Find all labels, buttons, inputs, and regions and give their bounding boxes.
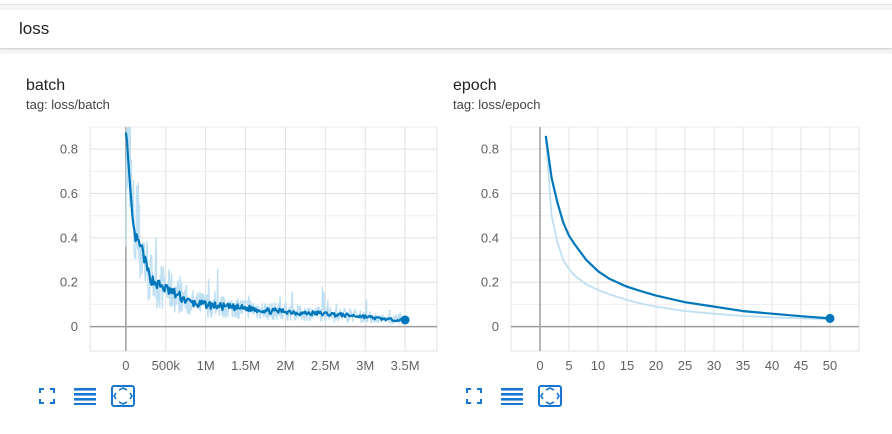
x-tick-label: 45 [794,358,808,373]
y-tick-label: 0.2 [481,275,499,290]
x-tick-label: 40 [765,358,779,373]
toggle-y-log-button[interactable] [72,384,98,408]
batch-chart[interactable]: 0 500k 1M 1.5M 2M 2.5M 3M 3.5M 0 0.2 0.4 0.6 0.8 [0,54,445,384]
fit-domain-icon [538,385,562,407]
x-tick-label: 1.5M [231,358,260,373]
x-tick-label: 25 [678,358,692,373]
y-tick-label: 0 [492,319,499,334]
fullscreen-button[interactable] [461,384,487,408]
x-tick-label: 3M [356,358,374,373]
y-tick-label: 0.8 [481,142,499,157]
y-tick-label: 0.2 [60,275,78,290]
fullscreen-icon [466,388,482,404]
plot-series-group [544,135,831,321]
lines-icon [501,388,523,405]
y-tick-label: 0.6 [481,186,499,201]
fit-domain-icon [111,385,135,407]
x-tick-label: 3.5M [391,358,420,373]
y-tick-label: 0.8 [60,142,78,157]
x-tick-label: 0 [122,358,129,373]
x-tick-label: 500k [152,358,181,373]
raw-series-line [125,127,406,325]
y-tick-label: 0.4 [481,230,499,245]
tag-group-header[interactable]: loss [0,10,892,48]
toggle-y-log-button[interactable] [499,384,525,408]
fit-domain-button[interactable] [110,384,136,408]
x-tick-label: 10 [591,358,605,373]
x-tick-label: 15 [620,358,634,373]
x-tick-label: 50 [823,358,837,373]
fullscreen-button[interactable] [34,384,60,408]
y-tick-label: 0 [71,319,78,334]
raw-series-line [544,135,831,321]
card-toolbar [34,384,136,408]
card-title: batch [26,77,66,94]
y-tick-label: 0.4 [60,230,78,245]
top-bar [0,0,892,5]
x-tick-label: 30 [707,358,721,373]
series-end-point [400,315,410,325]
y-tick-label: 0.6 [60,186,78,201]
card-tag: tag: loss/epoch [453,97,541,112]
card-title: epoch [453,77,497,94]
x-tick-label: 5 [565,358,572,373]
x-tick-label: 2M [276,358,294,373]
x-tick-label: 2.5M [311,358,340,373]
smoothed-series-line [544,135,831,320]
tag-group-title: loss [19,19,50,38]
epoch-chart[interactable]: 0 5 10 15 20 25 30 35 40 45 50 0 0.2 0.4 0.6 0.8 [446,54,892,384]
fullscreen-icon [39,388,55,404]
plot-series-group [124,127,406,325]
smoothed-series-line [124,132,406,323]
fit-domain-button[interactable] [537,384,563,408]
card-toolbar [461,384,563,408]
scalar-panel-area: batch tag: loss/batch 0 500k 1M 1.5M 2M 2.5M 3… [0,54,892,434]
x-tick-label: 0 [536,358,543,373]
x-tick-label: 1M [197,358,215,373]
series-end-point [825,313,835,323]
card-tag: tag: loss/batch [26,97,110,112]
lines-icon [74,388,96,405]
x-tick-label: 35 [736,358,750,373]
scalar-card-epoch: epoch tag: loss/epoch 0 5 10 15 20 25 30 35 40 45… [446,54,892,434]
x-tick-label: 20 [649,358,663,373]
scalar-card-batch: batch tag: loss/batch 0 500k 1M 1.5M 2M 2.5M 3… [0,54,445,434]
